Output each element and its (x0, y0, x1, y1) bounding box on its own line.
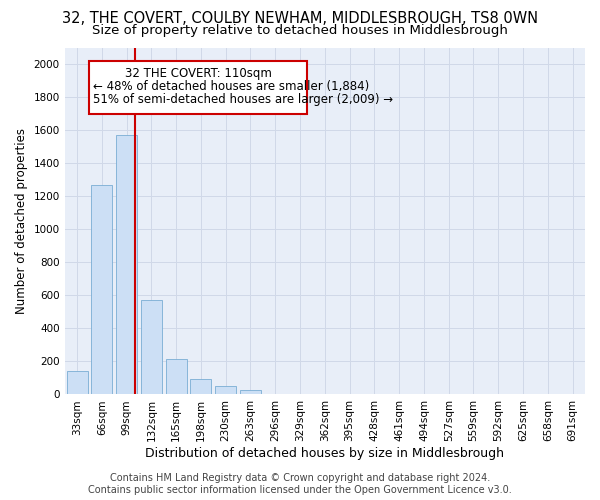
Bar (215, 386, 236, 394)
Text: 32, THE COVERT, COULBY NEWHAM, MIDDLESBROUGH, TS8 0WN: 32, THE COVERT, COULBY NEWHAM, MIDDLESBR… (62, 11, 538, 26)
Bar (190, 379, 211, 394)
Bar (91, 186, 112, 394)
Y-axis label: Number of detached properties: Number of detached properties (15, 128, 28, 314)
Bar (240, 390, 261, 394)
Bar (89, 60, 307, 114)
Bar (116, 135, 137, 394)
Text: Size of property relative to detached houses in Middlesbrough: Size of property relative to detached ho… (92, 24, 508, 37)
Bar (67, 372, 88, 394)
X-axis label: Distribution of detached houses by size in Middlesbrough: Distribution of detached houses by size … (145, 447, 505, 460)
Text: 32 THE COVERT: 110sqm: 32 THE COVERT: 110sqm (125, 68, 272, 80)
Text: Contains HM Land Registry data © Crown copyright and database right 2024.
Contai: Contains HM Land Registry data © Crown c… (88, 474, 512, 495)
Text: 51% of semi-detached houses are larger (2,009) →: 51% of semi-detached houses are larger (… (93, 93, 393, 106)
Bar (141, 300, 162, 394)
Bar (166, 359, 187, 394)
Text: ← 48% of detached houses are smaller (1,884): ← 48% of detached houses are smaller (1,… (93, 80, 370, 92)
